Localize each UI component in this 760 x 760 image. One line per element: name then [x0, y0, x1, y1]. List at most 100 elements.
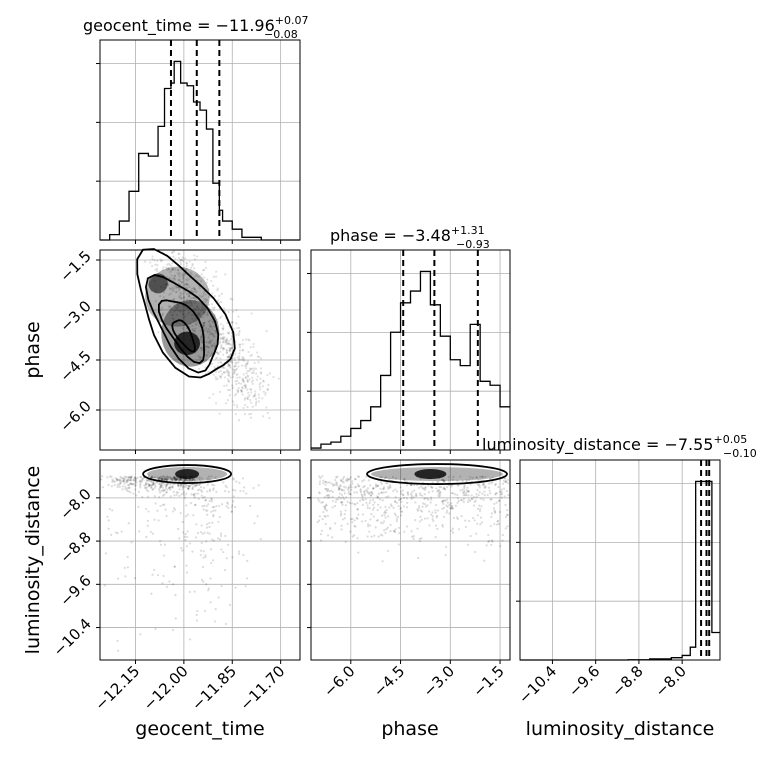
sample-point: [203, 321, 206, 324]
sample-point: [344, 479, 347, 482]
sample-point: [373, 534, 376, 537]
sample-point: [222, 348, 225, 351]
sample-point: [172, 267, 175, 270]
sample-point: [197, 312, 200, 315]
sample-point: [185, 261, 188, 264]
sample-point: [193, 483, 197, 486]
sample-point: [180, 547, 183, 550]
sample-point: [152, 482, 155, 485]
sample-point: [235, 362, 238, 365]
sample-point: [149, 484, 152, 487]
sample-point: [238, 343, 242, 347]
sample-point: [159, 486, 162, 489]
sample-point: [216, 320, 219, 324]
title-geocent-time-lower: −0.08: [264, 28, 298, 41]
sample-point: [230, 320, 234, 324]
sample-point: [168, 293, 171, 296]
sample-point: [365, 488, 368, 492]
sample-point: [420, 537, 423, 540]
sample-point: [235, 382, 238, 386]
sample-point: [182, 313, 185, 316]
sample-point: [189, 479, 192, 482]
sample-point: [139, 475, 142, 478]
sample-point: [182, 316, 185, 319]
sample-point: [369, 499, 372, 502]
sample-point: [429, 485, 432, 488]
sample-point: [490, 515, 493, 519]
sample-point: [173, 277, 176, 280]
sample-point: [235, 480, 238, 483]
sample-point: [493, 509, 496, 512]
sample-point: [322, 482, 325, 485]
sample-point: [240, 389, 244, 393]
sample-point: [357, 475, 360, 478]
sample-point: [479, 516, 483, 519]
sample-point: [219, 369, 222, 373]
sample-point: [171, 332, 174, 335]
sample-point: [171, 485, 174, 488]
sample-point: [386, 526, 389, 529]
sample-point: [467, 519, 471, 523]
sample-point: [226, 355, 229, 359]
sample-point: [225, 622, 228, 626]
sample-point: [421, 487, 424, 490]
sample-point: [227, 374, 230, 377]
sample-point: [195, 483, 199, 487]
sample-point: [483, 559, 486, 562]
sample-point: [213, 306, 216, 309]
sample-point: [325, 509, 329, 512]
sample-point: [160, 477, 164, 480]
sample-point: [490, 539, 494, 542]
sample-point: [210, 561, 213, 565]
ytick-label-luminosity_distance-1: −9.6: [56, 571, 94, 609]
sample-point: [215, 490, 218, 493]
sample-point: [209, 354, 212, 357]
sample-point: [351, 517, 354, 521]
sample-point: [203, 313, 206, 316]
sample-point: [160, 478, 163, 481]
sample-point: [212, 373, 215, 376]
sample-point: [255, 400, 258, 403]
sample-point: [341, 477, 345, 480]
sample-point: [199, 336, 202, 339]
sample-point: [208, 396, 211, 400]
sample-point: [238, 331, 241, 334]
sample-point: [217, 596, 220, 599]
sample-point: [254, 404, 257, 407]
sample-point: [219, 532, 223, 535]
sample-point: [161, 306, 164, 310]
sample-point: [339, 510, 342, 513]
sample-point: [364, 498, 367, 501]
sample-point: [206, 531, 209, 534]
sample-point: [437, 492, 440, 496]
sample-point: [215, 356, 219, 359]
sample-point: [134, 477, 137, 480]
sample-point: [247, 350, 250, 354]
sample-point: [195, 613, 198, 617]
sample-point: [171, 251, 174, 254]
sample-point: [160, 484, 163, 487]
sample-point: [368, 501, 371, 504]
sample-point: [343, 498, 346, 501]
sample-point: [193, 254, 196, 257]
sample-point: [368, 491, 371, 494]
sample-point: [186, 530, 189, 533]
sample-point: [328, 490, 331, 493]
sample-point: [171, 477, 174, 480]
sample-point: [183, 494, 186, 497]
sample-point: [216, 377, 219, 380]
sample-point: [179, 477, 182, 481]
sample-point: [226, 356, 229, 359]
sample-point: [234, 489, 237, 492]
sample-point: [123, 482, 126, 485]
sample-point: [154, 502, 157, 505]
sample-point: [394, 477, 398, 480]
sample-point: [218, 375, 221, 378]
sample-point: [148, 484, 151, 487]
sample-point: [153, 568, 156, 571]
sample-point: [200, 341, 203, 344]
sample-point: [225, 351, 228, 354]
sample-point: [128, 475, 131, 478]
sample-point: [402, 505, 406, 508]
sample-point: [246, 397, 249, 400]
